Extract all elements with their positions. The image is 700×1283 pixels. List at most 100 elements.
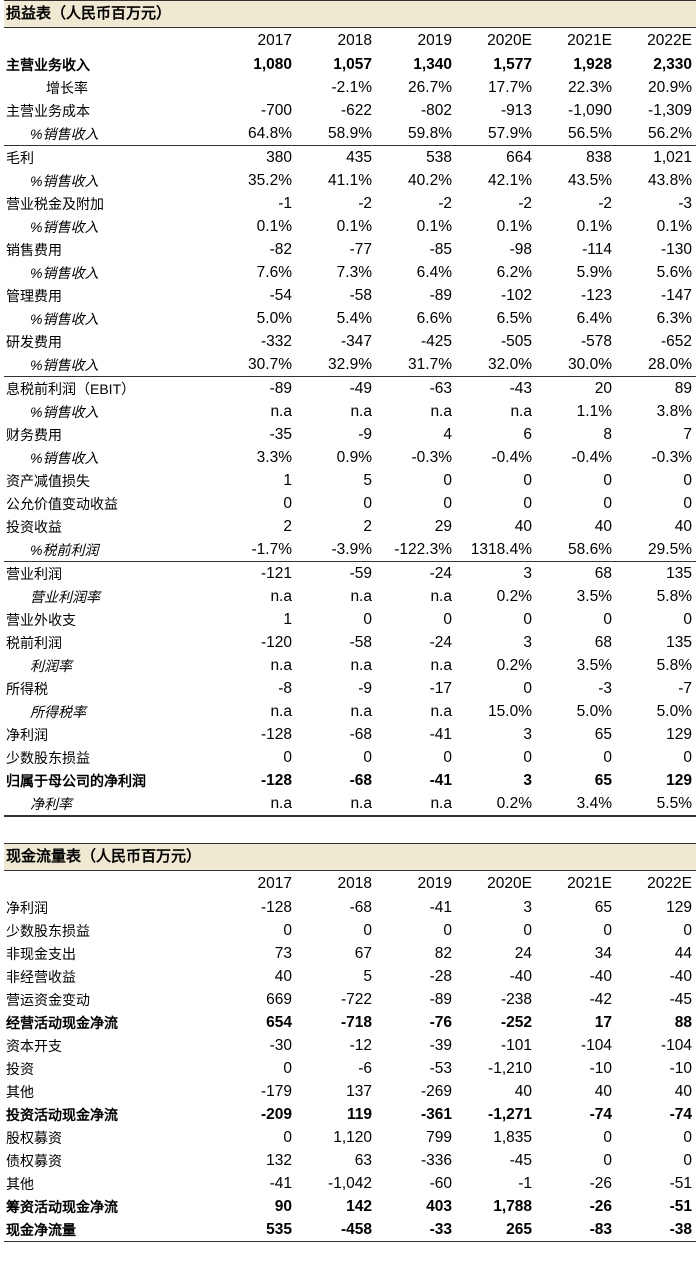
- row-label: 净利润: [6, 726, 48, 743]
- value-cell: 3: [523, 564, 532, 582]
- value-cell: -347: [340, 332, 372, 350]
- value-cell: n.a: [270, 402, 292, 420]
- table-row: %销售收入 7.6% 7.3% 6.4% 6.2% 5.9% 5.6%: [4, 261, 696, 284]
- value-cell: -26: [589, 1174, 612, 1192]
- value-cell: 0: [363, 748, 372, 766]
- value-cell: -104: [580, 1036, 612, 1054]
- value-cell: 0.1%: [496, 217, 532, 235]
- table-row: 净利率 n.a n.a n.a 0.2% 3.4% 5.5%: [4, 792, 696, 816]
- value-cell: -9: [358, 425, 372, 443]
- value-cell: 7.6%: [256, 263, 292, 281]
- value-cell: -147: [660, 286, 692, 304]
- value-cell: -33: [429, 1220, 452, 1238]
- value-cell: 3: [523, 633, 532, 651]
- table-row: %销售收入 64.8% 58.9% 59.8% 57.9% 56.5% 56.2%: [4, 122, 696, 146]
- table-row: 债权募资 132 63 -336 -45 0 0: [4, 1149, 696, 1172]
- table-row: 净利润 -128 -68 -41 3 65 129: [4, 723, 696, 746]
- value-cell: -913: [500, 101, 532, 119]
- value-cell: 135: [666, 564, 692, 582]
- value-cell: 838: [586, 148, 612, 166]
- row-label: 营业外收支: [6, 611, 76, 628]
- value-cell: 3.3%: [256, 448, 292, 466]
- value-cell: -1,090: [568, 101, 612, 119]
- value-cell: 6.5%: [496, 309, 532, 327]
- row-label: 经营活动现金净流: [6, 1014, 118, 1031]
- value-cell: -51: [669, 1174, 692, 1192]
- value-cell: 5.8%: [656, 656, 692, 674]
- value-cell: -722: [340, 990, 372, 1008]
- table-row: 投资收益 2 2 29 40 40 40: [4, 515, 696, 538]
- row-label: 营业利润: [6, 565, 62, 582]
- value-cell: -17: [429, 679, 452, 697]
- value-cell: 30.7%: [216, 353, 296, 377]
- value-cell: 142: [346, 1197, 372, 1215]
- value-cell: 40.2%: [408, 171, 452, 189]
- value-cell: 664: [506, 148, 532, 166]
- row-label: 利润率: [30, 657, 72, 674]
- value-cell: 137: [346, 1082, 372, 1100]
- value-cell: -102: [500, 286, 532, 304]
- table-row: 息税前利润（EBIT） -89 -49 -63 -43 20 89: [4, 377, 696, 401]
- value-cell: 15.0%: [488, 702, 532, 720]
- table-row: 增长率 -2.1% 26.7% 17.7% 22.3% 20.9%: [4, 76, 696, 99]
- value-cell: 5.0%: [656, 702, 692, 720]
- value-cell: 535: [266, 1220, 292, 1238]
- value-cell: 58.6%: [536, 538, 616, 562]
- row-label: 债权募资: [6, 1152, 62, 1169]
- value-cell: 0: [363, 494, 372, 512]
- table-row: %销售收入 30.7% 32.9% 31.7% 32.0% 30.0% 28.0%: [4, 353, 696, 377]
- value-cell: -1,271: [488, 1105, 532, 1123]
- value-cell: 0: [603, 494, 612, 512]
- value-cell: -2: [598, 194, 612, 212]
- value-cell: 0.1%: [336, 217, 372, 235]
- value-cell: -45: [509, 1151, 532, 1169]
- value-cell: -49: [349, 379, 372, 397]
- value-cell: -82: [269, 240, 292, 258]
- value-cell: -6: [358, 1059, 372, 1077]
- table-row: 非现金支出 73 67 82 24 34 44: [4, 942, 696, 965]
- value-cell: -43: [509, 379, 532, 397]
- value-cell: 3.4%: [536, 792, 616, 816]
- value-cell: 31.7%: [376, 353, 456, 377]
- value-cell: 3.5%: [576, 587, 612, 605]
- value-cell: 43.5%: [568, 171, 612, 189]
- row-label: 投资收益: [6, 518, 62, 535]
- value-cell: 0.2%: [456, 792, 536, 816]
- value-cell: n.a: [430, 402, 452, 420]
- value-cell: 669: [266, 990, 292, 1008]
- table-row: 少数股东损益 0 0 0 0 0 0: [4, 919, 696, 942]
- value-cell: -0.4%: [571, 448, 613, 466]
- value-cell: 0: [683, 921, 692, 939]
- value-cell: 0: [363, 610, 372, 628]
- value-cell: 0: [283, 1059, 292, 1077]
- table-row: %销售收入 3.3% 0.9% -0.3% -0.4% -0.4% -0.3%: [4, 446, 696, 469]
- row-label: 投资活动现金净流: [6, 1106, 118, 1123]
- row-label: 管理费用: [6, 287, 62, 304]
- value-cell: 1,057: [333, 55, 372, 73]
- value-cell: -30: [269, 1036, 292, 1054]
- value-cell: -28: [429, 967, 452, 985]
- value-cell: -122.3%: [376, 538, 456, 562]
- table-row: 营业利润 -121 -59 -24 3 68 135: [4, 562, 696, 586]
- value-cell: 2: [283, 517, 292, 535]
- row-label: %税前利润: [4, 538, 216, 562]
- table-row: 公允价值变动收益 0 0 0 0 0 0: [4, 492, 696, 515]
- value-cell: -123: [580, 286, 612, 304]
- value-cell: n.a: [350, 587, 372, 605]
- table-row: %税前利润 -1.7% -3.9% -122.3% 1318.4% 58.6% 29.5%: [4, 538, 696, 562]
- value-cell: -700: [260, 101, 292, 119]
- row-label: 资本开支: [6, 1037, 62, 1054]
- value-cell: -40: [509, 967, 532, 985]
- value-cell: n.a: [350, 702, 372, 720]
- value-cell: 5.0%: [576, 702, 612, 720]
- value-cell: n.a: [270, 656, 292, 674]
- value-cell: 6.2%: [496, 263, 532, 281]
- value-cell: 1,340: [413, 55, 452, 73]
- cashflow-statement-table: 2017 2018 2019 2020E 2021E 2022E 净利润 -128 -68 -41…: [4, 871, 696, 1242]
- value-cell: 0: [683, 1128, 692, 1146]
- value-cell: 6.3%: [656, 309, 692, 327]
- row-label: 增长率: [46, 79, 88, 96]
- year-header-row: 2017 2018 2019 2020E 2021E 2022E: [4, 871, 696, 896]
- value-cell: 0: [683, 748, 692, 766]
- year-header-cell: 2020E: [487, 31, 532, 49]
